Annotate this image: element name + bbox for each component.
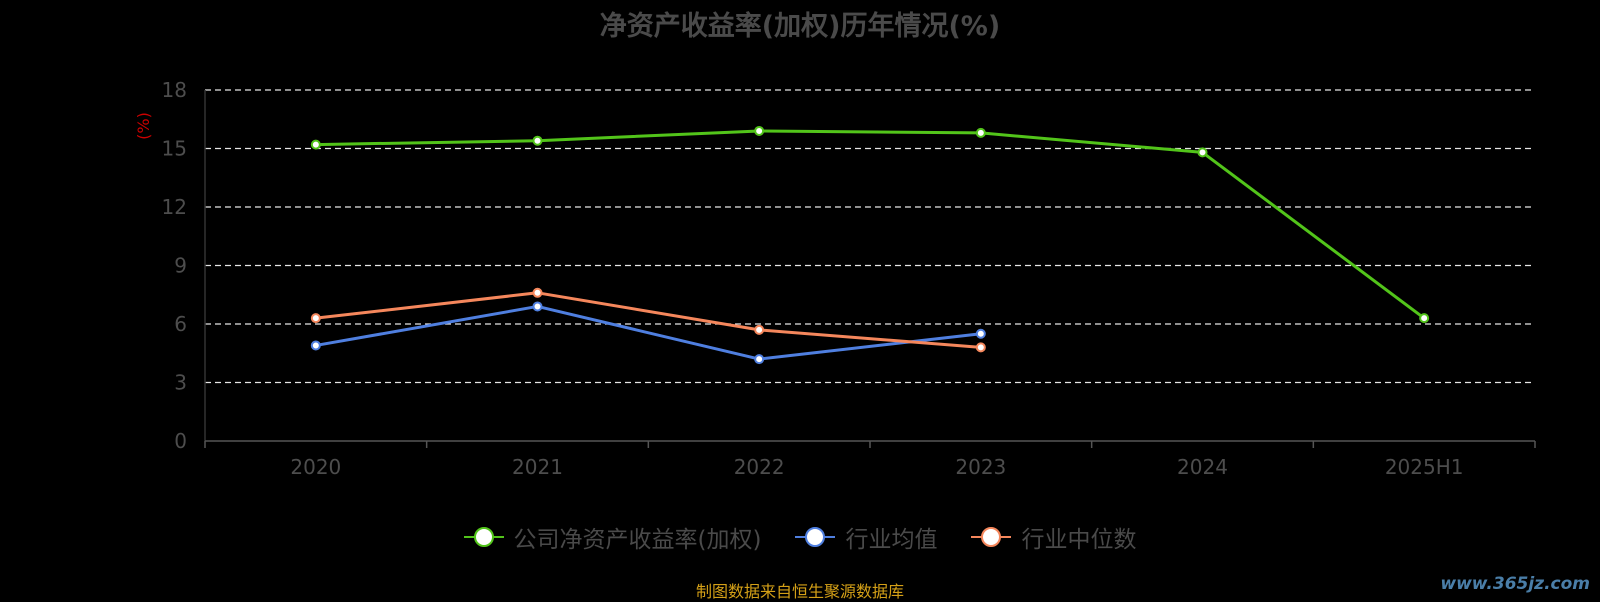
data-point-s1-1	[532, 301, 543, 312]
legend: 公司净资产收益率(加权) 行业均值 行业中位数	[0, 520, 1600, 554]
data-point-s0-5	[1419, 313, 1430, 324]
x-tick-label: 2025H1	[1385, 455, 1464, 479]
y-axis-label: (%)	[134, 112, 153, 140]
data-point-s0-0	[310, 139, 321, 150]
source-note: 制图数据来自恒生聚源数据库	[695, 582, 904, 601]
data-point-s1-3	[975, 328, 986, 339]
x-tick-label: 2021	[512, 455, 563, 479]
series-line-1	[315, 304, 982, 361]
y-tick-label: 6	[174, 312, 187, 336]
legend-item-company[interactable]: 公司净资产收益率(加权)	[463, 520, 762, 554]
y-tick-label: 0	[174, 429, 187, 453]
legend-marker-industry-median	[971, 525, 1012, 549]
data-point-s2-0	[310, 313, 321, 324]
data-point-s2-1	[532, 287, 543, 298]
legend-item-industry-mean[interactable]: 行业均值	[795, 520, 937, 554]
y-tick-label: 12	[162, 195, 187, 219]
x-tick-label: 2022	[734, 455, 785, 479]
data-point-s0-1	[532, 135, 543, 146]
legend-item-industry-median[interactable]: 行业中位数	[971, 520, 1136, 554]
legend-label-industry-mean: 行业均值	[845, 527, 938, 553]
data-point-s2-2	[754, 324, 765, 335]
legend-label-company: 公司净资产收益率(加权)	[513, 527, 762, 553]
data-point-s1-2	[754, 354, 765, 365]
data-point-s0-4	[1197, 147, 1208, 158]
x-tick-label: 2020	[290, 455, 341, 479]
legend-marker-industry-mean	[795, 525, 836, 549]
x-tick-label: 2024	[1177, 455, 1228, 479]
y-tick-label: 15	[162, 137, 187, 161]
legend-label-industry-median: 行业中位数	[1021, 527, 1137, 553]
x-tick-label: 2023	[955, 455, 1006, 479]
data-point-s1-0	[310, 340, 321, 351]
y-tick-label: 3	[174, 371, 187, 395]
data-point-s0-3	[975, 127, 986, 138]
y-tick-label: 18	[162, 78, 187, 102]
y-tick-label: 9	[174, 254, 187, 278]
data-point-s2-3	[975, 342, 986, 353]
legend-marker-company	[463, 525, 504, 549]
data-point-s0-2	[754, 125, 765, 136]
chart-title: 净资产收益率(加权)历年情况(%)	[599, 11, 1001, 42]
series-line-2	[315, 291, 981, 349]
watermark: www.365jz.com	[1440, 574, 1590, 594]
series-line-0	[315, 129, 1426, 320]
